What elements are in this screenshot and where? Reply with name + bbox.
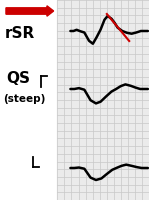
Text: rSR: rSR	[4, 25, 35, 40]
Text: QS: QS	[6, 72, 30, 86]
FancyArrow shape	[6, 6, 54, 16]
Bar	[57, 0, 149, 200]
Text: (steep): (steep)	[3, 94, 45, 104]
